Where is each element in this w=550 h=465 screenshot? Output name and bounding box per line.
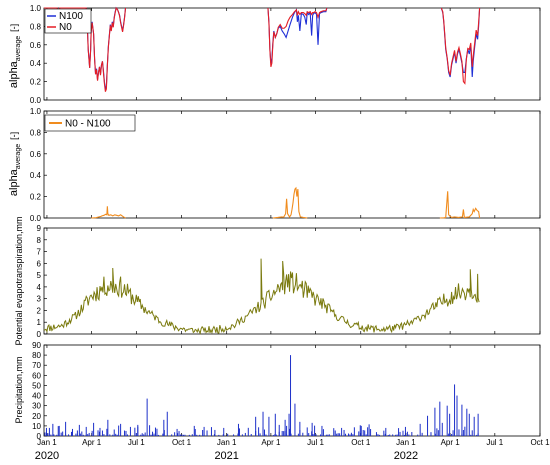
x-tick-label: Jul 1: [128, 438, 145, 447]
y-tick-label: 0.8: [30, 22, 42, 31]
panel-alpha: 0.0 0.2 0.4 0.6 0.8 1.0 alphaaverage [-] N100 …: [8, 4, 541, 105]
legend-label-diff: N0 - N100: [65, 119, 111, 130]
legend-label-n0: N0: [59, 22, 72, 33]
y-axis-label: alphaaverage [-]: [8, 24, 22, 88]
y-tick-label: 80: [32, 351, 41, 360]
x-tick-labels: Jan 1 Apr 1 Jul 1 Oct 1 Jan 1 Apr 1 Jul 1 Oct 1…: [37, 438, 550, 447]
y-tick-label: 1: [37, 318, 42, 327]
series-line-pet: [43, 258, 480, 335]
y-tick-label: 0.0: [30, 96, 42, 105]
panel-pet: 0 1 2 3 4 5 6 7 8 9 Potential evapotranspiration,…: [14, 216, 541, 346]
x-tick-label: Oct 1: [530, 438, 550, 447]
y-tick-label: 0.0: [30, 214, 42, 223]
y-tick-label: 0.6: [30, 41, 42, 50]
year-label: 2022: [394, 450, 418, 462]
plot-lines: [44, 355, 479, 436]
y-axis: 0.0 0.2 0.4 0.6 0.8 1.0: [30, 107, 47, 223]
y-tick-label: 3: [37, 295, 42, 304]
x-ticks: [46, 228, 541, 334]
y-tick-label: 0.2: [30, 78, 42, 87]
year-label: 2021: [214, 450, 238, 462]
y-axis-label: Potential evapotranspiration,mm: [14, 216, 24, 345]
y-axis-label-sub: average: [15, 144, 22, 169]
y-tick-label: 0.6: [30, 150, 42, 159]
y-tick-label: 1.0: [30, 4, 42, 13]
series-line-n0: [44, 6, 127, 92]
y-axis-label-main: alpha: [8, 168, 20, 196]
year-labels: 2020 2021 2022: [35, 450, 418, 462]
y-axis-label: Precipitation,mm: [14, 356, 24, 423]
y-axis-label-unit: [-]: [9, 24, 19, 32]
y-tick-label: 10: [32, 422, 41, 431]
y-axis-label: alphaaverage [-]: [8, 132, 22, 196]
year-label: 2020: [35, 450, 59, 462]
series-line-n0: [440, 7, 481, 85]
x-ticks: [46, 8, 541, 100]
y-tick-label: 70: [32, 361, 41, 370]
series-line-n0-n100: [439, 191, 481, 219]
x-tick-label: Apr 1: [82, 438, 102, 447]
y-tick-label: 9: [37, 224, 42, 233]
plot-lines: [91, 186, 481, 219]
y-tick-label: 60: [32, 371, 41, 380]
x-tick-label: Apr 1: [441, 438, 461, 447]
plot-lines: [44, 6, 481, 92]
y-tick-label: 50: [32, 381, 41, 390]
x-tick-label: Jan 1: [396, 438, 416, 447]
y-tick-label: 30: [32, 402, 41, 411]
legend: N0 - N100: [44, 114, 136, 132]
panel-alpha-diff: 0.0 0.2 0.4 0.6 0.8 1.0 alphaaverage [-] N0 - …: [8, 107, 541, 223]
y-tick-label: 1.0: [30, 107, 42, 116]
x-tick-label: Jul 1: [486, 438, 503, 447]
x-tick-label: Apr 1: [261, 438, 281, 447]
series-line-n0: [267, 7, 328, 68]
x-tick-label: Oct 1: [351, 438, 371, 447]
y-tick-label: 40: [32, 392, 41, 401]
y-tick-label: 20: [32, 412, 41, 421]
x-tick-label: Jul 1: [307, 438, 324, 447]
y-tick-label: 2: [37, 306, 42, 315]
legend-box: [44, 8, 92, 34]
y-tick-label: 0.2: [30, 193, 42, 202]
y-tick-label: 0: [37, 330, 42, 339]
y-tick-label: 0.4: [30, 171, 42, 180]
series-line-n0-n100: [272, 186, 308, 219]
legend-box: [44, 114, 136, 132]
y-tick-label: 6: [37, 259, 42, 268]
y-tick-label: 90: [32, 341, 41, 350]
legend-label-n100: N100: [59, 11, 83, 22]
y-axis-label-main: alpha: [8, 60, 20, 88]
plot-lines: [43, 258, 480, 335]
y-tick-label: 4: [37, 283, 42, 292]
y-tick-label: 0.4: [30, 59, 42, 68]
x-tick-label: Jan 1: [37, 438, 57, 447]
y-tick-label: 5: [37, 271, 42, 280]
y-axis: 0.0 0.2 0.4 0.6 0.8 1.0: [30, 4, 47, 105]
panel-frame: [43, 7, 541, 101]
y-axis-label-unit: [-]: [9, 132, 19, 140]
y-axis-label-sub: average: [15, 36, 22, 61]
panel-frame: [43, 344, 541, 437]
y-tick-label: 7: [37, 248, 42, 257]
x-tick-label: Oct 1: [172, 438, 192, 447]
x-ticks: [46, 111, 541, 218]
y-tick-label: 8: [37, 236, 42, 245]
legend: N100 N0: [44, 8, 92, 34]
y-axis: 0 1 2 3 4 5 6 7 8 9: [37, 224, 47, 339]
panel-frame: [43, 227, 541, 335]
x-tick-label: Jan 1: [217, 438, 237, 447]
y-tick-label: 0: [37, 432, 42, 441]
series-line-n0-n100: [91, 206, 126, 219]
y-tick-label: 0.8: [30, 128, 42, 137]
